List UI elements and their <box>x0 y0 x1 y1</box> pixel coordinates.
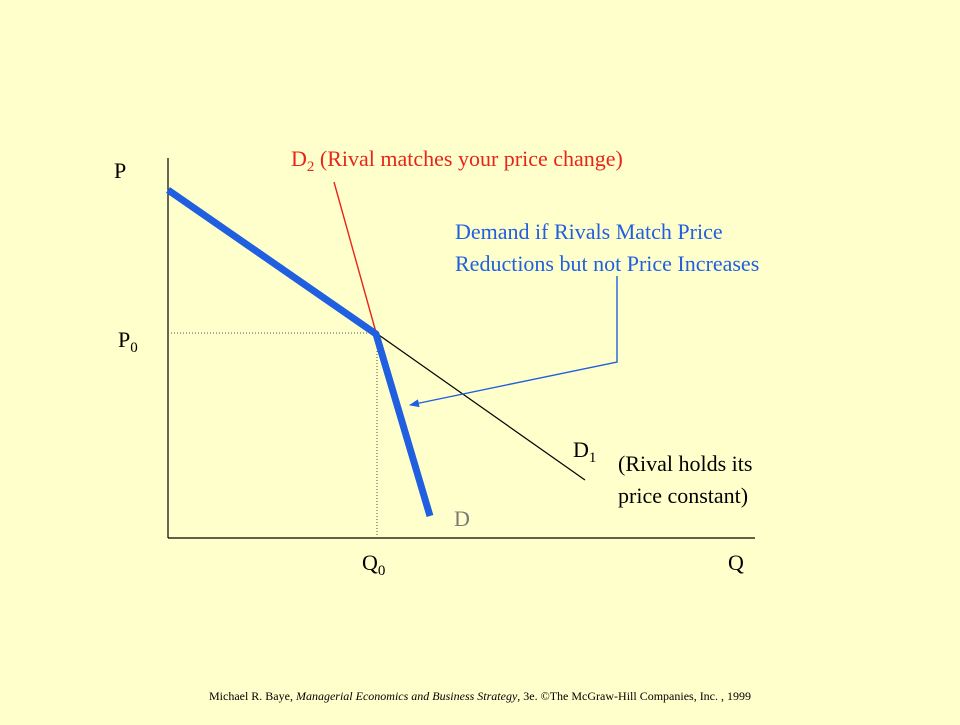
p0-label: P0 <box>118 327 138 356</box>
x-axis-label: Q <box>728 550 744 575</box>
footer-author: Michael R. Baye, <box>208 689 296 703</box>
y-axis-label: P <box>114 158 126 183</box>
d1-label: D1 <box>573 437 596 466</box>
d2-label: D2 (Rival matches your price change) <box>291 146 623 175</box>
d1-desc-line-2: price constant) <box>618 483 748 508</box>
annotation-arrow <box>409 276 618 408</box>
annotation-line-2: Reductions but not Price Increases <box>455 251 759 276</box>
kinked-demand-label: D <box>454 506 470 531</box>
d1-desc-line-1: (Rival holds its <box>618 451 752 476</box>
footer-citation: Michael R. Baye, Managerial Economics an… <box>0 689 960 704</box>
q0-label: Q0 <box>362 550 385 579</box>
kinked-demand-curve <box>166 187 434 517</box>
d1-demand-line <box>375 332 586 481</box>
annotation-line-1: Demand if Rivals Match Price <box>455 219 723 244</box>
d2-demand-line <box>333 181 378 337</box>
footer-book-title: Managerial Economics and Business Strate… <box>295 689 518 703</box>
footer-publisher: , 3e. ©The McGraw-Hill Companies, Inc. ,… <box>517 689 752 703</box>
